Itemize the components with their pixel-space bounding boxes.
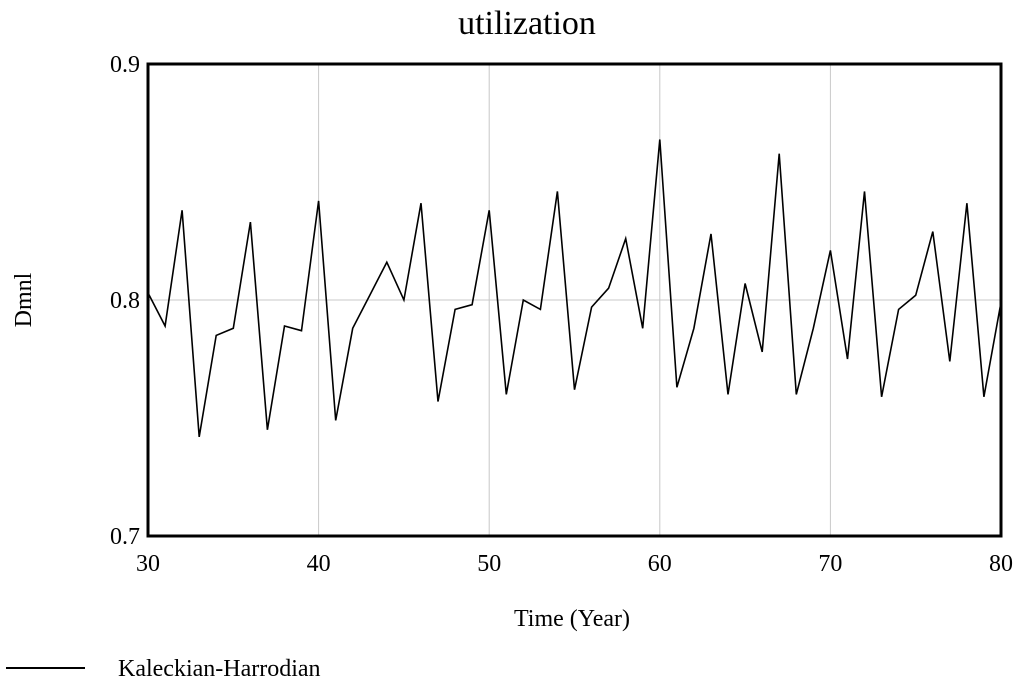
y-tick-label: 0.9: [110, 52, 140, 78]
x-tick-label: 70: [818, 551, 842, 577]
x-tick-label: 40: [307, 551, 331, 577]
x-tick-labels: 30 40 50 60 70 80: [136, 551, 1013, 577]
chart-title: utilization: [458, 5, 596, 42]
y-tick-label: 0.8: [110, 288, 140, 314]
x-tick-label: 60: [648, 551, 672, 577]
legend-label: Kaleckian-Harrodian: [118, 656, 321, 682]
y-tick-labels: 0.9 0.8 0.7: [110, 52, 140, 550]
series-layer: [147, 139, 1002, 438]
series-line: [147, 139, 1002, 438]
y-axis-label: Dmnl: [11, 272, 37, 327]
x-tick-label: 50: [477, 551, 501, 577]
plot-frame: [146, 62, 1003, 538]
x-tick-label: 80: [989, 551, 1013, 577]
y-tick-label: 0.7: [110, 524, 140, 550]
x-tick-label: 30: [136, 551, 160, 577]
x-axis-label: Time (Year): [514, 606, 630, 632]
legend: Kaleckian-Harrodian: [6, 656, 321, 682]
